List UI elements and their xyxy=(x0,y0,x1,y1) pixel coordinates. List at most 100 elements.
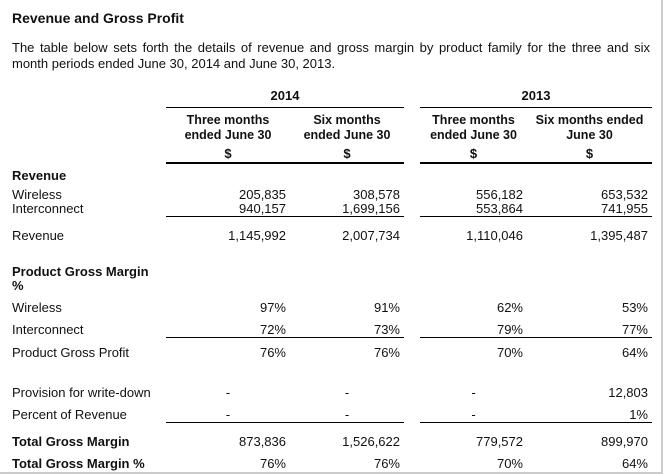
header-spacer xyxy=(12,87,166,108)
column-header-2013-six-months: Six months ended June 30 xyxy=(535,113,644,142)
column-gap xyxy=(404,229,420,243)
table-row: Total Gross Margin % 76% 76% 70% 64% xyxy=(12,457,653,471)
row-value: 553,864 xyxy=(420,202,527,217)
currency-symbol: $ xyxy=(166,146,290,164)
row-label: Total Gross Margin xyxy=(12,434,130,449)
row-value: 12,803 xyxy=(608,385,648,400)
row-value xyxy=(420,265,527,293)
column-header-2014-three-months: Three months ended June 30 xyxy=(184,113,272,142)
row-value: 741,955 xyxy=(527,202,652,217)
row-value: 653,532 xyxy=(601,187,648,202)
row-value: - xyxy=(420,408,527,423)
row-value: 899,970 xyxy=(601,434,648,449)
row-value xyxy=(527,265,652,293)
table-header: 2014 2013 Three months ended June 30 Six… xyxy=(12,87,653,164)
table-row: Product Gross Margin % xyxy=(12,265,653,293)
row-label: Wireless xyxy=(12,300,62,315)
table-row: Wireless 205,835 308,578 556,182 653,532 xyxy=(12,188,653,202)
revenue-gross-profit-table: 2014 2013 Three months ended June 30 Six… xyxy=(12,87,653,471)
currency-symbol: $ xyxy=(290,146,404,164)
header-spacer xyxy=(12,146,166,164)
column-header-2014-six-months: Six months ended June 30 xyxy=(303,113,391,142)
row-value: 2,007,734 xyxy=(342,228,400,243)
row-value: 97% xyxy=(259,300,286,315)
intro-paragraph: The table below sets forth the details o… xyxy=(12,40,650,71)
row-value: 1,699,156 xyxy=(290,202,404,217)
row-value: - xyxy=(225,385,231,400)
column-gap xyxy=(404,408,420,423)
row-value: 779,572 xyxy=(476,434,523,449)
table-row: Revenue 1,145,992 2,007,734 1,110,046 1,… xyxy=(12,229,653,243)
row-value xyxy=(166,169,290,183)
row-value: 205,835 xyxy=(239,187,286,202)
column-gap xyxy=(404,202,420,217)
row-value: 62% xyxy=(496,300,523,315)
column-gap xyxy=(404,435,420,449)
row-value: - xyxy=(166,408,290,423)
row-label: Wireless xyxy=(12,187,62,202)
row-value: 64% xyxy=(621,345,648,360)
table-body: Revenue Wireless 205,835 308,578 556,182… xyxy=(12,169,653,471)
table-row: Interconnect 940,157 1,699,156 553,864 7… xyxy=(12,202,653,217)
row-value: 77% xyxy=(527,323,652,338)
row-value: 70% xyxy=(496,345,523,360)
column-gap xyxy=(404,386,420,400)
currency-symbol: $ xyxy=(420,146,527,164)
currency-header-row: $ $ $ $ xyxy=(12,143,653,164)
row-label: Interconnect xyxy=(12,201,84,216)
row-label: Percent of Revenue xyxy=(12,407,127,422)
row-value: 1,526,622 xyxy=(342,434,400,449)
column-gap xyxy=(404,87,420,108)
table-row: Revenue xyxy=(12,169,653,183)
row-value: 73% xyxy=(290,323,404,338)
year-header-2013: 2013 xyxy=(420,87,652,108)
row-value: - xyxy=(290,408,404,423)
row-label: Total Gross Margin % xyxy=(12,456,145,471)
row-value: 940,157 xyxy=(166,202,290,217)
table-row: Total Gross Margin 873,836 1,526,622 779… xyxy=(12,435,653,449)
row-value: 1,145,992 xyxy=(228,228,286,243)
row-value: 308,578 xyxy=(353,187,400,202)
column-gap xyxy=(404,346,420,360)
row-value: 76% xyxy=(259,456,286,471)
table-row: Wireless 97% 91% 62% 53% xyxy=(12,301,653,315)
row-label: Interconnect xyxy=(12,322,84,337)
row-value: 72% xyxy=(166,323,290,338)
row-value: 76% xyxy=(259,345,286,360)
row-value xyxy=(290,169,404,183)
year-header-row: 2014 2013 xyxy=(12,87,653,108)
row-label: Revenue xyxy=(12,228,65,243)
column-gap xyxy=(404,113,420,143)
row-value: 70% xyxy=(496,456,523,471)
table-row: Percent of Revenue - - - 1% xyxy=(12,408,653,423)
row-value: 53% xyxy=(621,300,648,315)
column-gap xyxy=(404,146,420,164)
row-label: Product Gross Margin % xyxy=(12,264,149,293)
row-value xyxy=(166,265,290,293)
row-value: 556,182 xyxy=(476,187,523,202)
table-row: Provision for write-down - - - 12,803 xyxy=(12,386,653,400)
row-value: 79% xyxy=(420,323,527,338)
column-gap xyxy=(404,169,420,183)
row-value: 1% xyxy=(527,408,652,423)
year-header-2014: 2014 xyxy=(166,87,404,108)
row-value xyxy=(420,169,527,183)
table-row: Interconnect 72% 73% 79% 77% xyxy=(12,323,653,338)
column-header-2013-three-months: Three months ended June 30 xyxy=(430,113,517,142)
row-value xyxy=(290,265,404,293)
row-value: - xyxy=(344,385,350,400)
currency-symbol: $ xyxy=(527,146,652,164)
row-label: Revenue xyxy=(12,168,67,183)
period-header-row: Three months ended June 30 Six months en… xyxy=(12,108,653,143)
row-value xyxy=(527,169,652,183)
row-value: 1,395,487 xyxy=(590,228,648,243)
row-value: - xyxy=(471,385,476,400)
row-value: 76% xyxy=(373,345,400,360)
row-label: Product Gross Profit xyxy=(12,345,130,360)
column-gap xyxy=(404,188,420,202)
column-gap xyxy=(404,323,420,338)
page-title: Revenue and Gross Profit xyxy=(12,10,184,26)
column-gap xyxy=(404,301,420,315)
row-value: 91% xyxy=(373,300,400,315)
